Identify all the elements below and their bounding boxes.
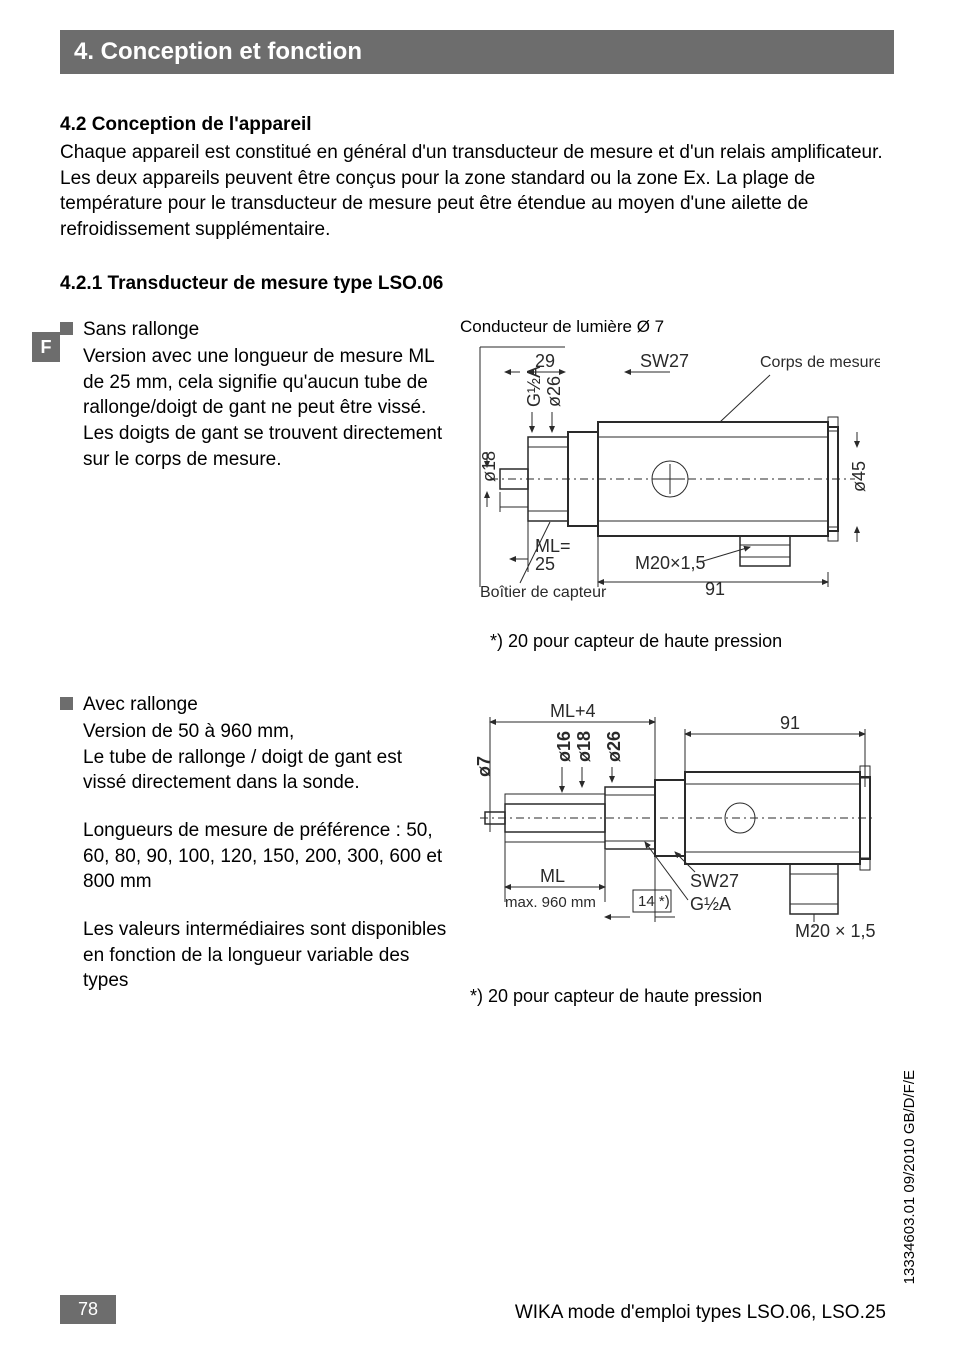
svg-text:25: 25	[535, 554, 555, 574]
footer-text: WIKA mode d'emploi types LSO.06, LSO.25	[515, 1302, 886, 1324]
svg-text:G½A: G½A	[524, 366, 544, 407]
block-avec-rallonge: Avec rallonge Version de 50 à 960 mm, Le…	[60, 692, 894, 1007]
bullet-b-title: Avec rallonge	[83, 692, 198, 718]
section-header: 4. Conception et fonction	[60, 30, 894, 74]
bullet-a-title: Sans rallonge	[83, 317, 199, 343]
bullet-icon	[60, 697, 73, 710]
language-tab: F	[32, 332, 60, 362]
svg-text:max. 960 mm: max. 960 mm	[505, 894, 596, 911]
svg-text:SW27: SW27	[640, 351, 689, 371]
bullet-b-body3: Les valeurs intermédiaires sont disponib…	[83, 917, 450, 994]
footnote-a: *) 20 pour capteur de haute pression	[490, 631, 894, 652]
bullet-icon	[60, 322, 73, 335]
footnote-b: *) 20 pour capteur de haute pression	[470, 986, 894, 1007]
svg-text:ø18: ø18	[574, 731, 594, 762]
svg-text:M20 × 1,5: M20 × 1,5	[795, 921, 876, 941]
svg-text:ø26: ø26	[604, 731, 624, 762]
diagram-a-top-label: Conducteur de lumière Ø 7	[460, 317, 894, 337]
svg-text:14 *): 14 *)	[638, 893, 670, 910]
page-footer: 78 WIKA mode d'emploi types LSO.06, LSO.…	[60, 1295, 894, 1324]
bullet-b-body1: Version de 50 à 960 mm, Le tube de rallo…	[83, 719, 450, 796]
diagram-a: 29 SW27 Corps de mesure G½A ø26 ø18 ø45	[460, 337, 880, 617]
diagram-b: ML+4 91 ø7 ø16 ø18 ø26	[460, 692, 890, 972]
svg-text:ø7: ø7	[474, 756, 494, 777]
doc-code-vertical: 13334603.01 09/2010 GB/D/F/E	[901, 1070, 918, 1284]
svg-text:ø18: ø18	[479, 451, 499, 482]
page-number: 78	[60, 1295, 116, 1324]
svg-text:ML=: ML=	[535, 536, 571, 556]
svg-text:ø26: ø26	[544, 376, 564, 407]
svg-text:ML+4: ML+4	[550, 701, 596, 721]
block-sans-rallonge: Sans rallonge Version avec une longueur …	[60, 317, 894, 652]
svg-text:G½A: G½A	[690, 894, 731, 914]
svg-text:ø45: ø45	[849, 461, 869, 492]
svg-text:91: 91	[705, 579, 725, 599]
svg-text:Boîtier de capteur: Boîtier de capteur	[480, 584, 607, 601]
bullet-a-body: Version avec une longueur de mesure ML d…	[83, 344, 450, 472]
svg-text:M20×1,5: M20×1,5	[635, 553, 706, 573]
heading-4-2-1: 4.2.1 Transducteur de mesure type LSO.06	[60, 273, 894, 295]
bullet-b-body2: Longueurs de mesure de préférence : 50, …	[83, 818, 450, 895]
svg-text:ø16: ø16	[554, 731, 574, 762]
svg-text:91: 91	[780, 713, 800, 733]
svg-text:SW27: SW27	[690, 871, 739, 891]
body-4-2: Chaque appareil est constitué en général…	[60, 140, 894, 243]
heading-4-2: 4.2 Conception de l'appareil	[60, 114, 894, 136]
svg-text:ML: ML	[540, 866, 565, 886]
svg-text:Corps de mesure: Corps de mesure	[760, 354, 880, 371]
